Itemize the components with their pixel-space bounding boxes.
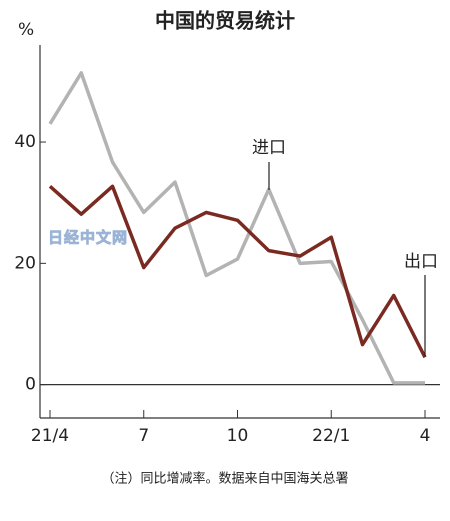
watermark: 日经中文网: [48, 229, 128, 247]
x-tick-label: 7: [138, 426, 149, 446]
chart-title: 中国的贸易统计: [155, 9, 295, 33]
y-tick-label: 40: [14, 132, 36, 152]
series-line: [48, 184, 427, 359]
x-tick-label: 21/4: [31, 426, 69, 446]
series-label: 出口: [404, 252, 438, 272]
note: （注）同比增减率。数据来自中国海关总署: [101, 471, 348, 487]
x-tick-label: 4: [420, 426, 431, 446]
x-tick-label: 22/1: [312, 426, 350, 446]
x-tick-label: 10: [227, 426, 249, 446]
y-tick-label: 0: [25, 375, 36, 395]
series-label: 进口: [252, 138, 286, 158]
y-axis-label: %: [18, 20, 34, 40]
y-tick-label: 20: [14, 253, 36, 273]
series-line: [48, 71, 425, 385]
